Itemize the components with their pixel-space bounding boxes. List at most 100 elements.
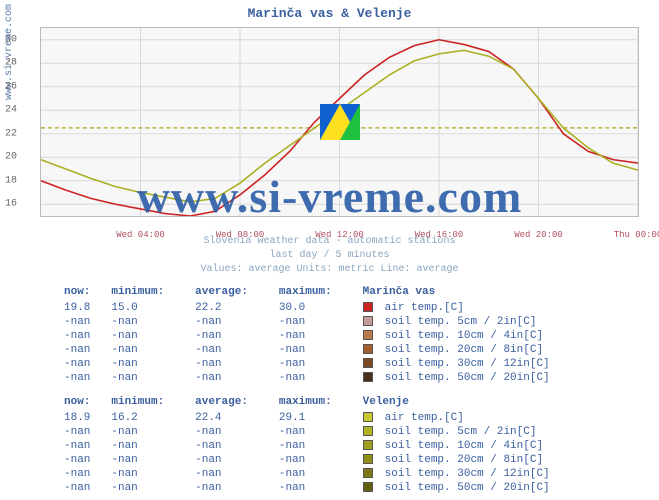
title-station-1: Marinča vas bbox=[248, 6, 334, 21]
stats-table: now:minimum:average:maximum:Marinča vas 1… bbox=[60, 285, 619, 385]
stat-cell: -nan bbox=[191, 357, 275, 371]
stat-cell: 18.9 bbox=[60, 411, 107, 425]
swatch-cell bbox=[359, 411, 381, 425]
stat-cell: -nan bbox=[107, 357, 191, 371]
stat-cell: -nan bbox=[60, 453, 107, 467]
x-tick-label: Wed 12:00 bbox=[315, 230, 364, 240]
stat-cell: 30.0 bbox=[275, 301, 359, 315]
table-row: -nan-nan-nan-nansoil temp. 20cm / 8in[C] bbox=[60, 453, 619, 467]
x-tick-label: Wed 16:00 bbox=[415, 230, 464, 240]
y-tick-label: 30 bbox=[5, 34, 17, 45]
col-header: now: bbox=[60, 395, 107, 411]
stat-cell: -nan bbox=[191, 481, 275, 495]
chart-title: Marinča vas & Velenje bbox=[0, 0, 659, 21]
caption-range: last day / 5 minutes bbox=[0, 249, 659, 263]
stat-cell: -nan bbox=[191, 329, 275, 343]
table-row: -nan-nan-nan-nansoil temp. 20cm / 8in[C] bbox=[60, 343, 619, 357]
col-header: maximum: bbox=[275, 395, 359, 411]
table-row: -nan-nan-nan-nansoil temp. 5cm / 2in[C] bbox=[60, 425, 619, 439]
x-tick-label: Wed 04:00 bbox=[116, 230, 165, 240]
stats-table: now:minimum:average:maximum:Velenje18.91… bbox=[60, 395, 619, 495]
table-row: -nan-nan-nan-nansoil temp. 5cm / 2in[C] bbox=[60, 315, 619, 329]
col-header: minimum: bbox=[107, 395, 191, 411]
stat-cell: -nan bbox=[107, 343, 191, 357]
stat-cell: -nan bbox=[191, 343, 275, 357]
col-header: minimum: bbox=[107, 285, 191, 301]
y-tick-label: 26 bbox=[5, 81, 17, 92]
swatch-cell bbox=[359, 425, 381, 439]
color-swatch-icon bbox=[363, 316, 373, 326]
swatch-cell bbox=[359, 315, 381, 329]
swatch-cell bbox=[359, 343, 381, 357]
swatch-cell bbox=[359, 329, 381, 343]
swatch-cell bbox=[359, 357, 381, 371]
swatch-cell bbox=[359, 453, 381, 467]
stat-cell: -nan bbox=[275, 425, 359, 439]
table-row: -nan-nan-nan-nansoil temp. 30cm / 12in[C… bbox=[60, 357, 619, 371]
series-label: soil temp. 20cm / 8in[C] bbox=[381, 343, 619, 357]
stat-cell: -nan bbox=[60, 329, 107, 343]
color-swatch-icon bbox=[363, 426, 373, 436]
col-header: average: bbox=[191, 285, 275, 301]
color-swatch-icon bbox=[363, 454, 373, 464]
stat-cell: -nan bbox=[60, 343, 107, 357]
stats-tables: now:minimum:average:maximum:Marinča vas1… bbox=[0, 277, 659, 495]
stat-cell: -nan bbox=[107, 315, 191, 329]
stat-cell: -nan bbox=[107, 481, 191, 495]
stat-cell: -nan bbox=[191, 371, 275, 385]
color-swatch-icon bbox=[363, 412, 373, 422]
series-label: soil temp. 10cm / 4in[C] bbox=[381, 329, 619, 343]
swatch-cell bbox=[359, 439, 381, 453]
stat-cell: -nan bbox=[107, 425, 191, 439]
swatch-cell bbox=[359, 467, 381, 481]
table-row: 18.916.222.429.1air temp.[C] bbox=[60, 411, 619, 425]
color-swatch-icon bbox=[363, 468, 373, 478]
series-label: soil temp. 50cm / 20in[C] bbox=[381, 371, 619, 385]
series-label: air temp.[C] bbox=[381, 301, 619, 315]
stat-cell: -nan bbox=[107, 439, 191, 453]
stat-cell: 29.1 bbox=[275, 411, 359, 425]
swatch-cell bbox=[359, 481, 381, 495]
stat-cell: -nan bbox=[275, 481, 359, 495]
stat-cell: -nan bbox=[191, 453, 275, 467]
station-name-header: Velenje bbox=[359, 395, 619, 411]
stat-cell: -nan bbox=[60, 425, 107, 439]
stat-cell: -nan bbox=[191, 467, 275, 481]
color-swatch-icon bbox=[363, 330, 373, 340]
stat-cell: -nan bbox=[275, 315, 359, 329]
stat-cell: -nan bbox=[60, 467, 107, 481]
stat-cell: -nan bbox=[107, 329, 191, 343]
x-tick-label: Thu 00:00 bbox=[614, 230, 659, 240]
series-label: soil temp. 20cm / 8in[C] bbox=[381, 453, 619, 467]
color-swatch-icon bbox=[363, 344, 373, 354]
color-swatch-icon bbox=[363, 372, 373, 382]
station-name-header: Marinča vas bbox=[359, 285, 619, 301]
series-label: soil temp. 50cm / 20in[C] bbox=[381, 481, 619, 495]
stat-cell: -nan bbox=[107, 467, 191, 481]
table-row: -nan-nan-nan-nansoil temp. 50cm / 20in[C… bbox=[60, 371, 619, 385]
stat-cell: 19.8 bbox=[60, 301, 107, 315]
table-row: 19.815.022.230.0air temp.[C] bbox=[60, 301, 619, 315]
x-tick-label: Wed 20:00 bbox=[514, 230, 563, 240]
stat-cell: -nan bbox=[60, 481, 107, 495]
series-label: soil temp. 30cm / 12in[C] bbox=[381, 467, 619, 481]
line-chart: 1618202224262830 Wed 04:00Wed 08:00Wed 1… bbox=[40, 27, 639, 217]
table-row: -nan-nan-nan-nansoil temp. 30cm / 12in[C… bbox=[60, 467, 619, 481]
y-tick-label: 22 bbox=[5, 128, 17, 139]
stat-cell: -nan bbox=[191, 439, 275, 453]
stat-cell: -nan bbox=[107, 453, 191, 467]
col-header: now: bbox=[60, 285, 107, 301]
stat-cell: 16.2 bbox=[107, 411, 191, 425]
stat-cell: -nan bbox=[275, 467, 359, 481]
stat-cell: -nan bbox=[275, 439, 359, 453]
stat-cell: 22.4 bbox=[191, 411, 275, 425]
stat-cell: -nan bbox=[275, 357, 359, 371]
color-swatch-icon bbox=[363, 302, 373, 312]
swatch-cell bbox=[359, 371, 381, 385]
stat-cell: -nan bbox=[275, 343, 359, 357]
swatch-cell bbox=[359, 301, 381, 315]
series-label: soil temp. 30cm / 12in[C] bbox=[381, 357, 619, 371]
col-header: maximum: bbox=[275, 285, 359, 301]
y-tick-label: 28 bbox=[5, 58, 17, 69]
y-tick-label: 18 bbox=[5, 175, 17, 186]
